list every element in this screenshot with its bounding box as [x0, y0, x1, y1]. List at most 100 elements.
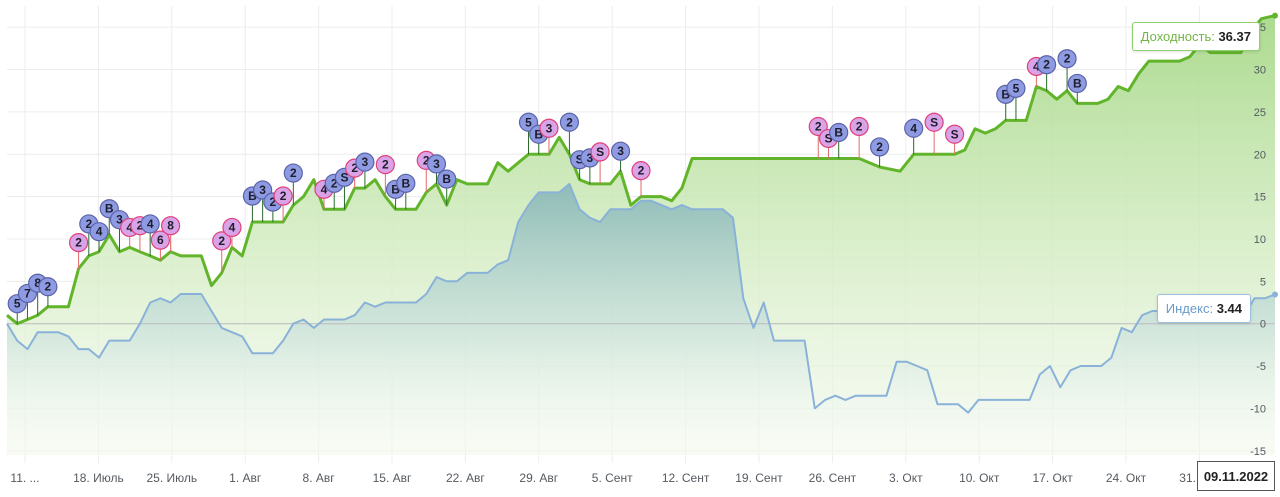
x-tick-label: 19. Сент [735, 471, 783, 485]
y-tick-label: 15 [1254, 192, 1266, 204]
trade-marker [283, 163, 303, 183]
trade-marker-label: 5 [1013, 81, 1020, 95]
trade-marker-label: B [248, 189, 257, 203]
x-tick-label: 3. Окт [889, 471, 923, 485]
trade-marker-label: 2 [331, 176, 338, 190]
x-axis-ticks: 11. ... 18. Июль 25. Июль 1. Авг 8. Авг 15. А… [10, 471, 1220, 485]
trade-marker-label: 2 [856, 119, 863, 133]
trade-marker [904, 118, 924, 138]
trade-marker-label: S [576, 153, 584, 167]
trade-marker [355, 152, 375, 172]
y-tick-label: 25 [1254, 107, 1266, 119]
trade-marker-label: B [391, 182, 400, 196]
trade-marker-label: 2 [815, 119, 822, 133]
trade-marker [944, 124, 965, 144]
x-tick-label: 18. Июль [73, 471, 124, 485]
y-tick-label: 20 [1254, 149, 1266, 161]
trade-marker-label: 2 [75, 236, 82, 250]
yield-tooltip: Доходность: 36.37 [1131, 22, 1260, 51]
trade-marker [89, 222, 109, 242]
trade-marker [140, 214, 160, 234]
trade-marker-label: 2 [566, 115, 573, 129]
trade-marker-label: 6 [157, 233, 164, 247]
trade-marker-label: 3 [362, 155, 369, 169]
trade-marker [631, 161, 651, 181]
trade-marker [437, 169, 457, 189]
trade-marker-label: 2 [423, 153, 430, 167]
trade-marker-label: B [1001, 87, 1010, 101]
trade-marker-label: 2 [137, 219, 144, 233]
y-tick-label: 30 [1254, 65, 1266, 77]
trade-marker [1057, 49, 1077, 69]
trade-marker-label: 2 [270, 195, 277, 209]
trade-marker [426, 154, 447, 174]
trade-marker [870, 137, 890, 157]
trade-marker [273, 186, 293, 206]
trade-marker-label: 3 [433, 157, 440, 171]
trade-marker-label: 2 [45, 280, 52, 294]
y-tick-label: 0 [1260, 319, 1266, 331]
trade-marker-label: 3 [587, 151, 594, 165]
trade-marker-label: 4 [910, 121, 917, 135]
index-line [6, 182, 1276, 414]
trade-marker-label: S [930, 115, 938, 129]
trade-marker [375, 155, 395, 175]
x-tick-label: 1. Авг [229, 471, 262, 485]
y-tick-label: 10 [1254, 234, 1266, 246]
trade-marker [38, 277, 58, 297]
trade-marker-label: 5 [525, 115, 532, 129]
trade-marker [212, 231, 232, 251]
trade-marker-label: 2 [382, 158, 389, 172]
trade-marker-label: S [596, 145, 604, 159]
trade-marker-label: 3 [259, 183, 266, 197]
x-tick-label: 24. Окт [1106, 471, 1147, 485]
trade-marker-label: 2 [876, 140, 883, 154]
x-tick-label: 15. Авг [373, 471, 412, 485]
trade-marker-label: 4 [147, 217, 154, 231]
chart-lines [6, 12, 1278, 414]
yield-endpoint [1272, 12, 1278, 19]
index-area [7, 183, 1275, 455]
trade-marker-label: B [834, 125, 843, 139]
trade-marker [559, 112, 580, 132]
trade-marker-label: 2 [85, 217, 92, 231]
trade-marker-label: 8 [167, 219, 174, 233]
trade-marker-label: 3 [546, 121, 553, 135]
trade-marker-label: B [105, 202, 114, 216]
index-tooltip: Индекс: 3.44 [1156, 294, 1251, 323]
x-tick-label: 8. Авг [303, 471, 336, 485]
trade-marker-label: B [442, 172, 451, 186]
index-tooltip-label: Индекс [1165, 301, 1210, 316]
trade-marker [222, 217, 242, 238]
trade-marker [590, 142, 610, 162]
trade-marker-label: 4 [1033, 59, 1040, 73]
x-tick-label: 17. Окт [1032, 471, 1073, 485]
trade-marker-label: B [401, 176, 410, 190]
trade-marker [849, 116, 869, 137]
current-date-badge: 09.11.2022 [1197, 461, 1275, 491]
trade-marker [150, 230, 170, 250]
trade-marker-label: 8 [34, 276, 41, 290]
trade-marker-label: 4 [321, 182, 328, 196]
trade-marker-label: 2 [1043, 58, 1050, 72]
x-tick-label: 11. ... [10, 471, 39, 485]
trade-marker [68, 233, 89, 253]
y-tick-label: -15 [1250, 446, 1266, 458]
trade-marker-label: 4 [229, 220, 236, 234]
trade-marker-label: 4 [96, 225, 103, 239]
trade-marker [539, 118, 559, 138]
index-tooltip-value: 3.44 [1216, 301, 1242, 316]
y-tick-label: 5 [1260, 276, 1266, 288]
x-tick-label: 5. Сент [592, 471, 633, 485]
trade-marker-label: S [824, 131, 832, 145]
trade-marker [1037, 55, 1057, 75]
trade-marker [396, 173, 416, 193]
x-tick-label: 10. Окт [959, 471, 1000, 485]
x-tick-label: 12. Сент [662, 471, 710, 485]
trade-marker-label: 4 [126, 220, 133, 234]
y-axis-ticks: 35302520151050-5-10-15 [1250, 22, 1266, 458]
x-tick-label: 22. Авг [446, 471, 485, 485]
trade-marker-label: 2 [218, 234, 225, 248]
